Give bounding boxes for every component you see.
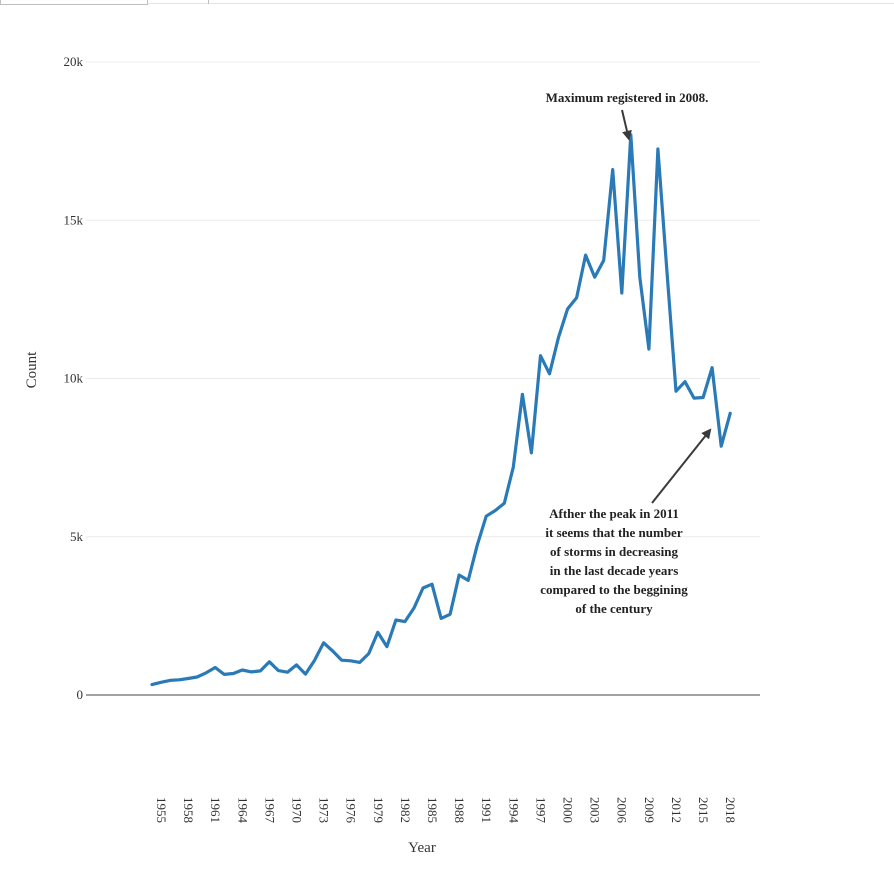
x-tick-label: 2003: [588, 797, 603, 823]
x-tick-label: 1964: [235, 797, 250, 824]
series-line: [150, 133, 732, 687]
y-tick-label: 0: [77, 687, 84, 702]
gridlines: [86, 61, 760, 696]
x-tick-label: 1982: [398, 797, 413, 823]
annotation-max-text: Maximum registered in 2008.: [546, 90, 709, 105]
y-tick-label: 15k: [64, 212, 84, 227]
toolbar-divider: [148, 3, 894, 4]
x-tick-label: 2018: [723, 797, 738, 823]
y-axis-ticks: 0 5k 10k 15k 20k: [64, 54, 84, 702]
toolbar-tab[interactable]: [0, 0, 148, 5]
x-tick-label: 1961: [208, 797, 223, 823]
annotation-trend-text-line: of storms in decreasing: [550, 544, 678, 559]
x-tick-label: 2009: [642, 797, 657, 823]
x-tick-label: 1991: [479, 797, 494, 823]
annotation-trend-text-line: Afther the peak in 2011: [549, 506, 679, 521]
annotations: Maximum registered in 2008. Afther the pe…: [540, 90, 712, 616]
annotation-trend-text-line: in the last decade years: [550, 563, 679, 578]
x-tick-label: 1973: [317, 797, 332, 823]
x-tick-label: 1997: [533, 797, 548, 824]
top-toolbar-strip: [0, 0, 894, 6]
x-tick-label: 2006: [615, 797, 630, 824]
x-axis-title: Year: [408, 840, 436, 856]
x-tick-label: 2015: [696, 797, 711, 823]
x-axis-ticks: 1955 1958 1961 1964 1967 1970 1973 1976 1979 1982…: [154, 797, 738, 824]
x-tick-label: 2012: [669, 797, 684, 823]
x-tick-label: 1985: [425, 797, 440, 823]
x-tick-label: 1988: [452, 797, 467, 823]
x-tick-label: 2000: [561, 797, 576, 823]
y-axis-title: Count: [24, 351, 40, 389]
x-tick-label: 1970: [289, 797, 304, 823]
x-tick-label: 1958: [181, 797, 196, 823]
x-tick-label: 1994: [506, 797, 521, 824]
x-tick-label: 1976: [344, 797, 359, 824]
annotation-trend-text-line: compared to the beggining: [540, 582, 688, 597]
data-series: [150, 133, 732, 687]
y-tick-label: 5k: [70, 529, 84, 544]
x-tick-label: 1967: [262, 797, 277, 824]
annotation-trend-arrow: [651, 428, 712, 504]
y-tick-label: 20k: [64, 54, 84, 69]
annotation-trend-text-line: of the century: [575, 601, 653, 616]
x-tick-label: 1955: [154, 797, 169, 823]
y-tick-label: 10k: [64, 371, 84, 386]
x-tick-label: 1979: [371, 797, 386, 823]
annotation-max-arrow: [621, 109, 632, 141]
annotation-trend-text-line: it seems that the number: [545, 525, 682, 540]
toolbar-separator: [208, 0, 209, 4]
